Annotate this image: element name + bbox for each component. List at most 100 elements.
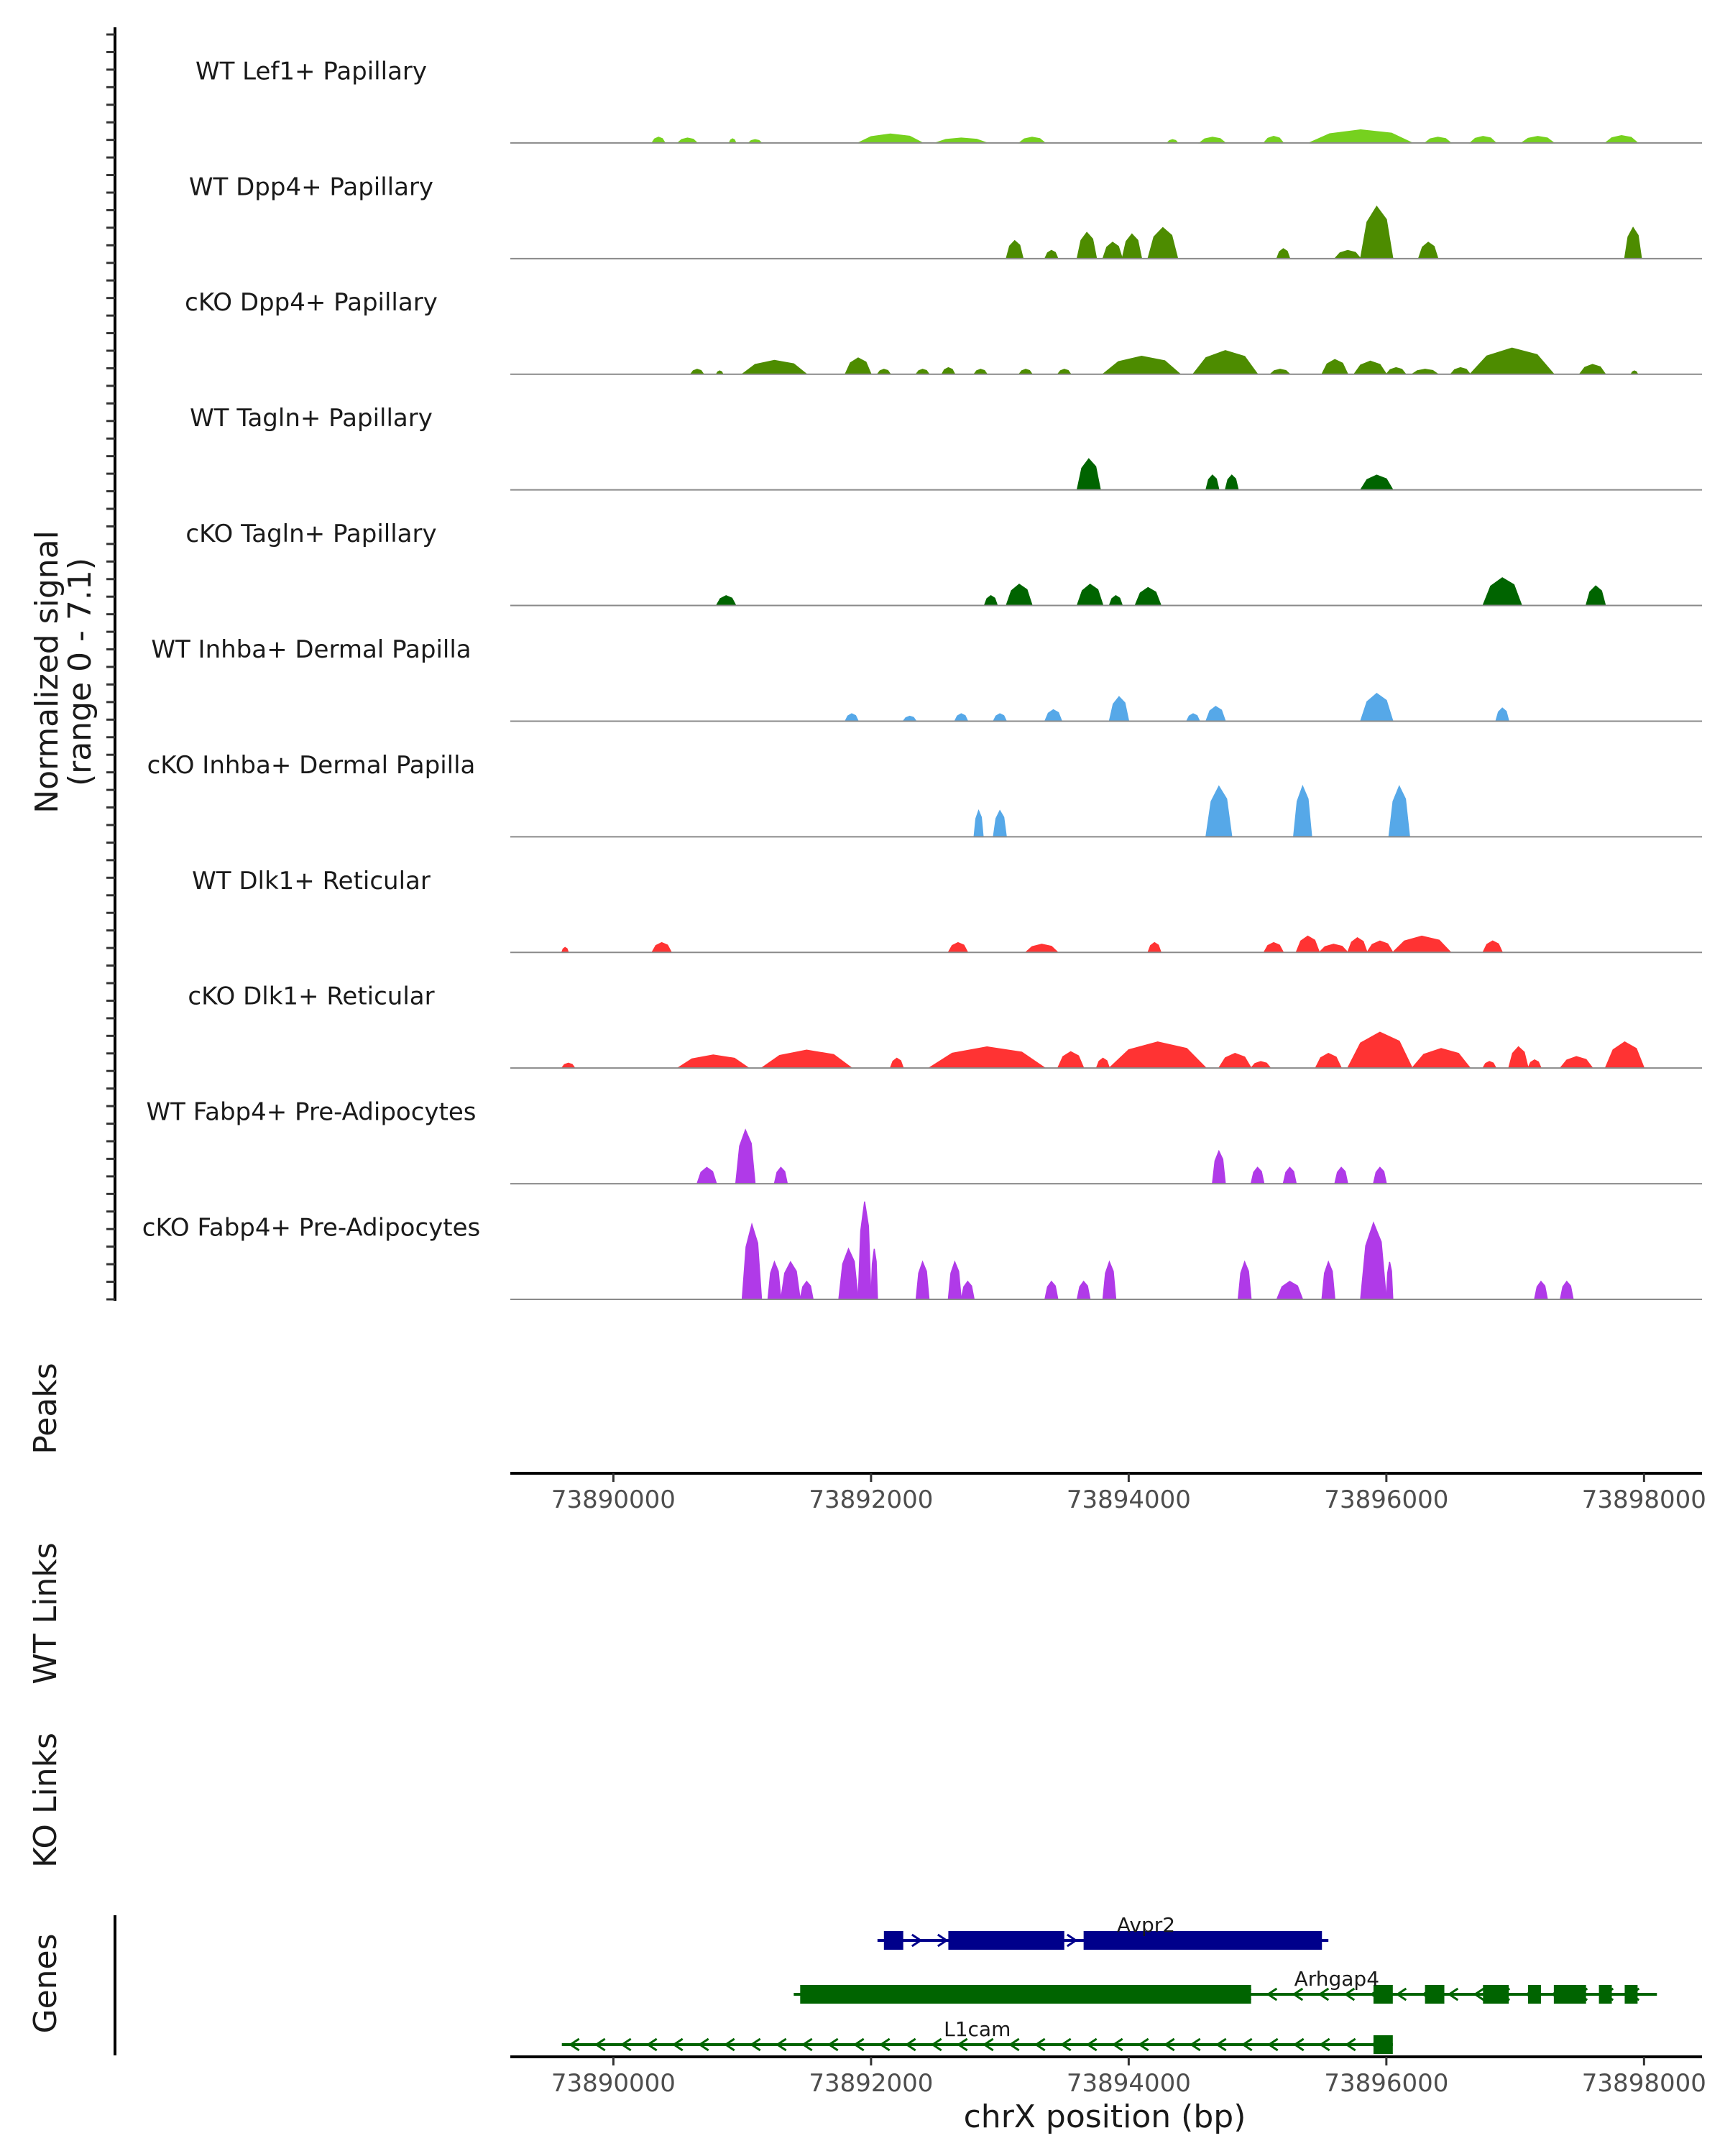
signal-peak — [1468, 136, 1498, 144]
signal-peak — [857, 1201, 872, 1300]
signal-peak — [992, 713, 1008, 722]
gene-exon — [948, 1931, 1064, 1950]
signal-peak — [1321, 1260, 1335, 1300]
genes-x-axis-tick-label: 73892000 — [809, 2069, 933, 2098]
gene-exon — [883, 1931, 903, 1950]
strand-arrow — [982, 2037, 994, 2052]
signal-peak — [1482, 940, 1504, 954]
signal-peak — [993, 809, 1007, 838]
signal-peak — [1423, 137, 1453, 144]
signal-peak — [1185, 713, 1201, 722]
gene-annotations: Avpr2 Arhgap4 L1cam — [561, 1913, 1657, 2054]
strand-arrow — [1344, 2037, 1356, 2052]
signal-peak — [915, 1260, 930, 1300]
signal-peak — [561, 946, 569, 954]
signal-peak — [1385, 367, 1407, 375]
ko-links-label: KO Links — [27, 1733, 64, 1868]
signal-peak — [650, 941, 673, 954]
strand-arrow — [1395, 1987, 1407, 2001]
signal-peak — [1192, 350, 1259, 375]
strand-arrow — [723, 2037, 735, 2052]
strand-arrow — [1292, 2037, 1305, 2052]
peaks-x-axis-tick-label: 73892000 — [809, 1485, 933, 1514]
strand-arrow — [1008, 2037, 1020, 2052]
signal-peak — [1263, 941, 1284, 954]
signal-peak — [1197, 137, 1227, 144]
gene-exon — [1425, 1985, 1445, 2004]
signal-peak — [1102, 241, 1123, 259]
strand-arrow — [1317, 1987, 1330, 2001]
peaks-x-axis: 73890000 73892000 73894000 73896000 73898000 — [510, 1472, 1706, 1514]
signal-peak — [1534, 1280, 1548, 1300]
strand-arrow — [1189, 2037, 1201, 2052]
strand-arrow — [1447, 1987, 1459, 2001]
signal-peak — [1250, 1166, 1265, 1184]
strand-arrow — [911, 1933, 923, 1948]
gene-exon — [1373, 1985, 1393, 2004]
signal-peak — [1018, 369, 1034, 375]
strand-arrow — [1137, 2037, 1149, 2052]
signal-peak — [696, 1166, 717, 1184]
track-label: WT Lef1+ Papillary — [196, 57, 427, 86]
signal-peak — [1134, 586, 1162, 607]
signal-peak — [1411, 1048, 1471, 1069]
signal-peak — [1360, 1221, 1387, 1300]
signal-peak — [715, 595, 737, 607]
gene-exon — [1373, 2035, 1393, 2054]
x-axis-label: chrX position (bp) — [964, 2099, 1246, 2135]
strand-arrow — [775, 2037, 787, 2052]
signal-peak — [1276, 248, 1291, 259]
gene-label: Avpr2 — [1117, 1913, 1175, 1937]
signal-peak — [1205, 474, 1220, 491]
signal-peak — [1101, 356, 1182, 375]
signal-peak — [1315, 1052, 1343, 1069]
genes-label: Genes — [27, 1933, 64, 2033]
strand-arrow — [1266, 2037, 1279, 2052]
signal-peak — [1057, 1051, 1085, 1069]
signal-peak — [1346, 1031, 1413, 1069]
signal-peak — [1121, 233, 1143, 259]
strand-arrow — [1163, 2037, 1175, 2052]
strand-arrow — [827, 2037, 839, 2052]
signal-peak — [1559, 1056, 1594, 1069]
strand-arrow — [1266, 1987, 1278, 2001]
signal-peak — [1292, 785, 1312, 838]
strand-arrow — [937, 1933, 949, 1948]
signal-peak — [1353, 360, 1388, 375]
signal-peak — [983, 595, 998, 607]
strand-arrow — [594, 2037, 606, 2052]
signal-y-axis — [106, 27, 116, 1301]
signal-peak — [1282, 1166, 1297, 1184]
signal-peak — [926, 1046, 1047, 1069]
gene-exon — [1083, 1931, 1322, 1950]
signal-peak — [1495, 707, 1510, 722]
signal-peak — [1449, 367, 1471, 375]
gene-exon — [1553, 1985, 1586, 2004]
signal-peak — [1346, 936, 1368, 954]
signal-peak — [1218, 1052, 1252, 1069]
gene-exon — [800, 1985, 1251, 2004]
signal-peak — [1417, 241, 1439, 259]
strand-arrow — [1067, 1933, 1078, 1948]
peaks-x-axis-tick-label: 73890000 — [551, 1485, 676, 1514]
signal-peak — [1006, 584, 1033, 607]
signal-peak — [960, 1280, 975, 1300]
strand-arrow — [1343, 1987, 1356, 2001]
signal-peak — [1410, 369, 1440, 375]
track-label: WT Dlk1+ Reticular — [192, 867, 431, 895]
signal-peak — [1044, 1280, 1059, 1300]
signal-peak — [1076, 584, 1104, 607]
signal-peak — [799, 1280, 814, 1300]
track-label: WT Inhba+ Dermal Papilla — [151, 635, 471, 664]
signal-peak — [1578, 364, 1607, 375]
track-label: WT Fabp4+ Pre-Adipocytes — [147, 1098, 477, 1127]
signal-peak — [1359, 692, 1394, 722]
strand-arrow — [1085, 2037, 1098, 2052]
track-label: cKO Dlk1+ Reticular — [188, 982, 434, 1011]
signal-peak — [1147, 941, 1162, 954]
track-label: cKO Inhba+ Dermal Papilla — [147, 751, 476, 780]
strand-arrow — [1059, 2037, 1072, 2052]
track-label: cKO Fabp4+ Pre-Adipocytes — [142, 1214, 481, 1243]
signal-peak — [947, 941, 969, 954]
signal-peak — [1295, 935, 1320, 954]
